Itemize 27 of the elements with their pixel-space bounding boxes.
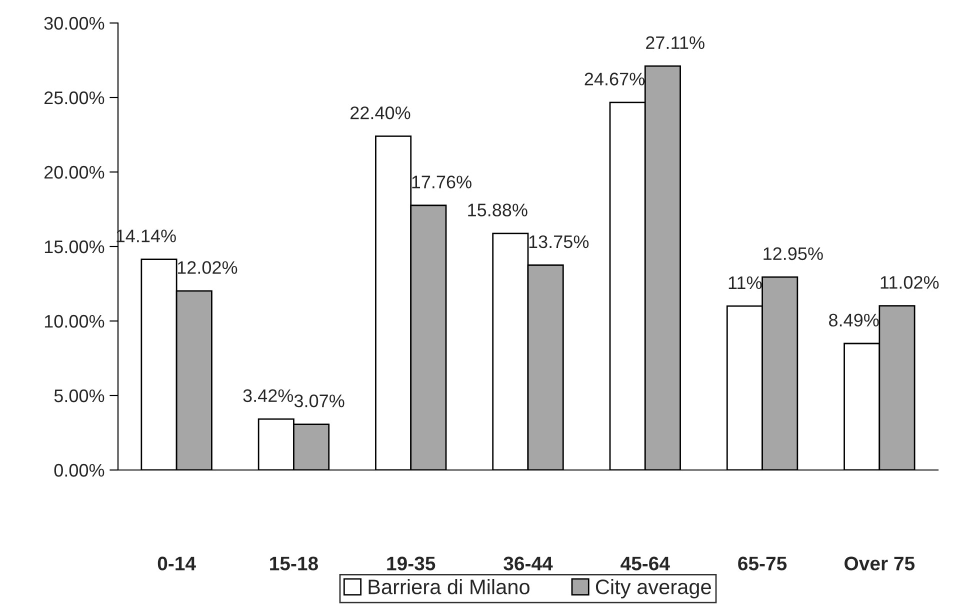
x-tick-label: 45-64 — [620, 556, 670, 570]
y-tick-label: 20.00% — [44, 166, 104, 179]
data-label: 12.02% — [178, 261, 238, 274]
x-tick-label: 19-35 — [387, 556, 436, 570]
data-label: 11.02% — [880, 276, 939, 289]
legend-label: City average — [596, 578, 711, 598]
x-tick-label: 15-18 — [270, 556, 318, 570]
data-label: 3.07% — [294, 394, 344, 408]
y-tick-label: 0.00% — [54, 464, 104, 477]
x-tick-label: 65-75 — [738, 556, 787, 570]
data-label: 13.75% — [529, 235, 589, 248]
data-label: 24.67% — [584, 72, 645, 86]
x-tick-label: 0-14 — [158, 556, 196, 570]
y-tick-label: 5.00% — [54, 389, 104, 402]
data-label: 12.95% — [764, 247, 823, 260]
data-label: 3.42% — [243, 389, 294, 402]
data-label: 27.11% — [646, 36, 704, 50]
y-tick-label: 30.00% — [44, 16, 104, 30]
y-tick-label: 15.00% — [44, 240, 104, 254]
data-label: 15.88% — [468, 204, 528, 216]
y-tick-label: 10.00% — [44, 314, 104, 328]
data-label: 17.76% — [412, 176, 472, 188]
data-label: 22.40% — [350, 106, 410, 120]
x-tick-label: Over 75 — [844, 556, 915, 570]
legend-label: Barriera di Milano — [368, 578, 530, 594]
x-tick-label: 36-44 — [504, 556, 553, 570]
y-tick-label: 25.00% — [44, 91, 104, 104]
